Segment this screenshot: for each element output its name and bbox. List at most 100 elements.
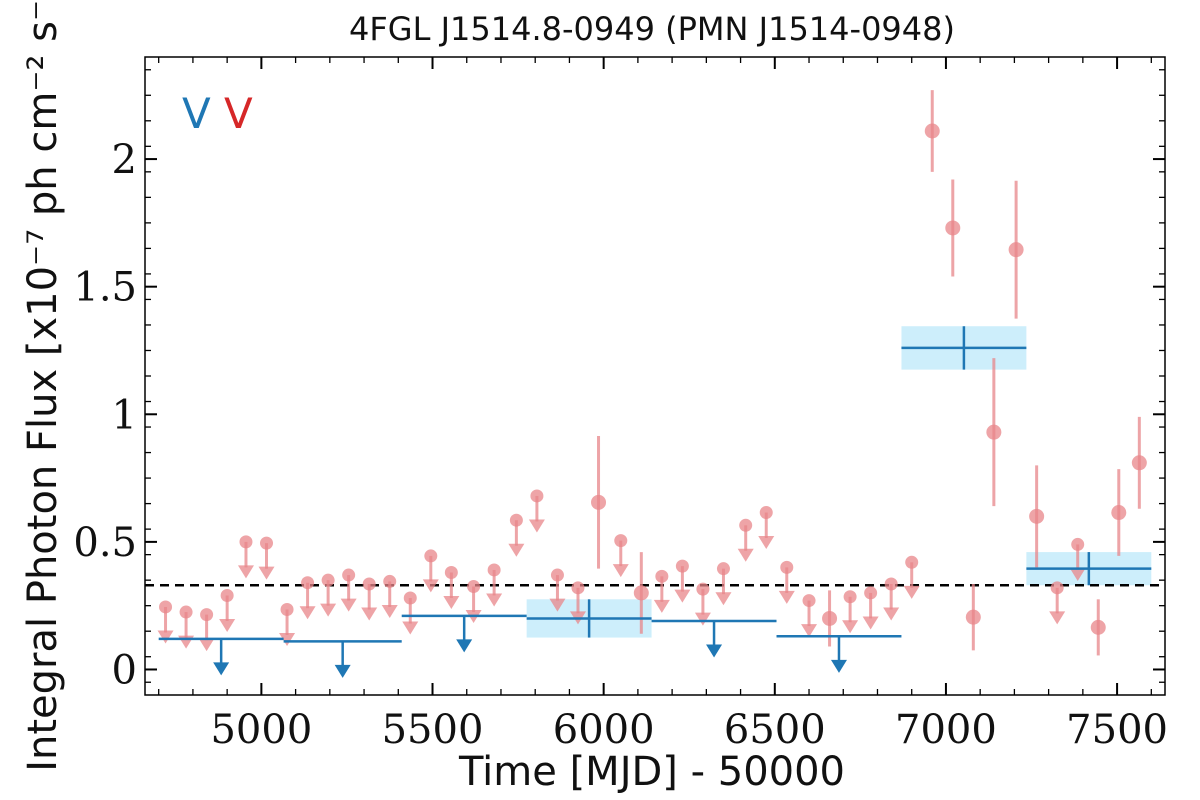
- short-bin-upper-limit-head: [486, 593, 503, 607]
- short-bin-data-point: [822, 610, 838, 626]
- short-bin-upper-limit-point: [905, 555, 919, 569]
- short-bin-upper-limit-point: [239, 535, 253, 549]
- short-bin-upper-limit-point: [444, 566, 458, 580]
- short-bin-upper-limit-point: [571, 581, 585, 595]
- short-bin-upper-limit-head: [422, 579, 439, 593]
- short-bin-upper-limit-head: [674, 589, 691, 603]
- short-bin-data-point: [945, 220, 961, 236]
- short-bin-data-point: [924, 123, 940, 139]
- short-bin-upper-limit-head: [361, 607, 378, 621]
- short-bin-upper-limit-point: [675, 559, 689, 573]
- y-tick-label: 1.5: [73, 265, 137, 311]
- short-bin-upper-limit-head: [903, 585, 920, 599]
- short-bin-upper-limit-head: [883, 607, 900, 621]
- short-bin-upper-limit-point: [220, 588, 234, 602]
- short-bin-data-point: [633, 585, 649, 601]
- short-bin-upper-limit-head: [381, 604, 398, 618]
- y-tick-label: 2: [112, 137, 137, 183]
- short-bin-upper-limit-head: [758, 536, 775, 550]
- short-bin-upper-limit-head: [1049, 611, 1066, 625]
- short-bin-upper-limit-head: [237, 565, 254, 579]
- short-bin-upper-limit-point: [159, 600, 173, 614]
- short-bin-upper-limit-head: [402, 621, 419, 635]
- short-bin-upper-limit-head: [778, 590, 795, 604]
- short-bin-data-point: [986, 424, 1002, 440]
- chart-title: 4FGL J1514.8-0949 (PMN J1514-0948): [349, 10, 955, 48]
- short-bin-upper-limit-point: [424, 549, 438, 563]
- long-bin-upper-limit-head: [334, 664, 351, 678]
- short-bin-upper-limit-head: [340, 598, 357, 612]
- long-bin-upper-limit-head: [830, 659, 847, 673]
- short-bin-upper-limit-point: [321, 573, 335, 587]
- x-tick-label: 5500: [382, 707, 484, 753]
- short-bin-upper-limit-head: [299, 606, 316, 620]
- short-bin-upper-limit-head: [653, 599, 670, 613]
- short-bin-upper-limit-head: [612, 564, 629, 578]
- short-bin-upper-limit-head: [443, 596, 460, 610]
- short-bin-upper-limit-point: [487, 563, 501, 577]
- short-bin-data-point: [1131, 455, 1147, 471]
- short-bin-data-point: [1111, 505, 1127, 521]
- short-bin-upper-limit-point: [759, 506, 773, 520]
- short-bin-upper-limit-point: [362, 577, 376, 591]
- short-bin-upper-limit-point: [696, 582, 710, 596]
- short-bin-upper-limit-point: [655, 569, 669, 583]
- short-bin-upper-limit-head: [1069, 567, 1086, 581]
- short-bin-upper-limit-point: [280, 603, 294, 617]
- short-bin-upper-limit-point: [403, 591, 417, 605]
- short-bin-upper-limit-head: [737, 548, 754, 562]
- short-bin-data-point: [965, 609, 981, 625]
- short-bin-upper-limit-point: [739, 518, 753, 532]
- short-bin-upper-limit-point: [1050, 581, 1064, 595]
- short-bin-upper-limit-head: [157, 630, 174, 644]
- short-bin-upper-limit-point: [864, 586, 878, 600]
- short-bin-upper-limit-point: [467, 580, 481, 594]
- short-bin-upper-limit-point: [301, 576, 315, 590]
- y-tick-label: 0.5: [73, 520, 137, 566]
- short-bin-data-point: [1090, 619, 1106, 635]
- short-bin-upper-limit-head: [508, 543, 525, 557]
- long-bin-upper-limit-head: [706, 644, 723, 658]
- short-bin-upper-limit-head: [178, 635, 195, 649]
- long-bin-upper-limit-head: [213, 662, 230, 676]
- short-bin-upper-limit-head: [862, 616, 879, 630]
- short-bin-upper-limit-point: [716, 562, 730, 576]
- short-bin-upper-limit-point: [802, 594, 816, 608]
- short-bin-upper-limit-point: [383, 574, 397, 588]
- short-bin-upper-limit-point: [179, 605, 193, 619]
- short-bin-upper-limit-head: [258, 566, 275, 580]
- short-bin-upper-limit-head: [842, 620, 859, 634]
- x-tick-label: 7500: [1066, 707, 1168, 753]
- long-bin-upper-limit-head: [456, 639, 473, 653]
- short-bin-upper-limit-head: [219, 618, 236, 632]
- short-bin-upper-limit-head: [715, 592, 732, 606]
- short-bin-data-point: [591, 494, 607, 510]
- x-axis-label: Time [MJD] - 50000: [458, 749, 845, 795]
- short-bin-upper-limit-head: [549, 598, 566, 612]
- y-tick-label: 0: [112, 647, 137, 693]
- short-bin-upper-limit-head: [694, 612, 711, 626]
- legend-entry-short-bins: V: [224, 89, 253, 138]
- legend-entry-long-bins: V: [182, 89, 211, 138]
- short-bin-upper-limit-point: [260, 536, 274, 550]
- short-bin-upper-limit-head: [320, 603, 337, 617]
- short-bin-upper-limit-head: [528, 519, 545, 533]
- y-tick-label: 1: [112, 392, 137, 438]
- short-bin-data-point: [1029, 508, 1045, 524]
- x-tick-label: 7000: [895, 707, 997, 753]
- short-bin-upper-limit-point: [1071, 537, 1085, 551]
- legend: V V: [182, 89, 253, 138]
- short-bin-upper-limit-point: [509, 513, 523, 527]
- short-bin-upper-limit-point: [884, 577, 898, 591]
- short-bin-upper-limit-point: [843, 590, 857, 604]
- short-bin-upper-limit-head: [279, 633, 296, 647]
- short-bin-upper-limit-point: [550, 568, 564, 582]
- short-bin-upper-limit-point: [614, 534, 628, 548]
- short-bin-upper-limit-point: [530, 489, 544, 503]
- short-bin-data-point: [1008, 242, 1024, 258]
- y-axis-label: Integral Photon Flux [x10⁻⁷ ph cm⁻² s⁻¹]: [20, 0, 66, 772]
- short-bin-upper-limit-point: [200, 608, 214, 622]
- short-bin-upper-limit-point: [342, 568, 356, 582]
